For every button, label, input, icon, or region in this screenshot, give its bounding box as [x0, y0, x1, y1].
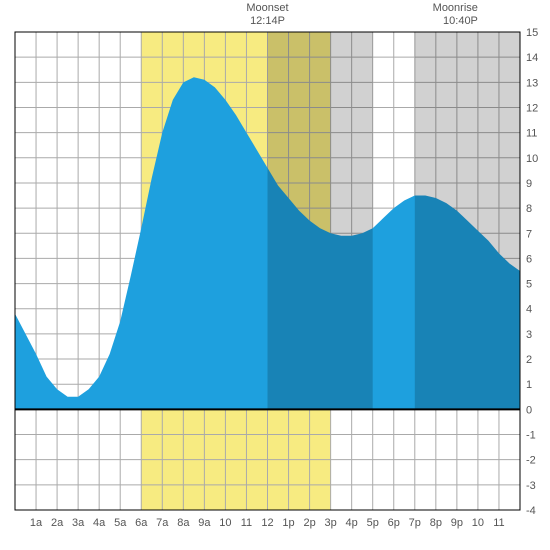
svg-text:3p: 3p [325, 517, 337, 529]
svg-text:1p: 1p [282, 517, 294, 529]
svg-text:1: 1 [526, 379, 532, 391]
svg-text:5: 5 [526, 279, 532, 291]
svg-text:-1: -1 [526, 430, 536, 442]
svg-text:10: 10 [472, 517, 484, 529]
svg-text:2p: 2p [303, 517, 315, 529]
svg-text:-2: -2 [526, 455, 536, 467]
svg-text:7p: 7p [409, 517, 421, 529]
svg-text:8: 8 [526, 203, 532, 215]
svg-text:12: 12 [261, 517, 273, 529]
svg-text:11: 11 [493, 517, 504, 529]
svg-text:4a: 4a [93, 517, 106, 529]
svg-text:12: 12 [526, 102, 538, 114]
svg-text:6a: 6a [135, 517, 148, 529]
svg-text:1a: 1a [30, 517, 43, 529]
svg-text:9: 9 [526, 178, 532, 190]
svg-text:5a: 5a [114, 517, 127, 529]
chart-svg: -4-3-2-101234567891011121314151a2a3a4a5a… [0, 0, 550, 550]
svg-text:11: 11 [526, 128, 537, 140]
svg-text:3: 3 [526, 329, 532, 341]
tide-chart: Moonset 12:14P Moonrise 10:40P -4 -3 -2 -1 0… [0, 0, 550, 550]
svg-text:3a: 3a [72, 517, 85, 529]
svg-text:0: 0 [526, 404, 532, 416]
svg-text:10: 10 [526, 153, 538, 165]
moonrise-label: Moonrise 10:40P [418, 2, 478, 28]
svg-text:4p: 4p [346, 517, 358, 529]
svg-text:7: 7 [526, 228, 532, 240]
moonset-time: 12:14P [228, 15, 308, 28]
svg-text:-3: -3 [526, 480, 536, 492]
svg-text:13: 13 [526, 77, 538, 89]
svg-text:9p: 9p [451, 517, 463, 529]
svg-text:9a: 9a [198, 517, 211, 529]
svg-text:2a: 2a [51, 517, 64, 529]
svg-text:4: 4 [526, 304, 532, 316]
moonset-label: Moonset 12:14P [228, 2, 308, 28]
moonrise-title: Moonrise [418, 2, 478, 15]
svg-text:6: 6 [526, 253, 532, 265]
moonset-title: Moonset [228, 2, 308, 15]
svg-text:2: 2 [526, 354, 532, 366]
svg-text:8a: 8a [177, 517, 190, 529]
svg-text:5p: 5p [367, 517, 379, 529]
svg-text:15: 15 [526, 27, 538, 39]
moonrise-time: 10:40P [418, 15, 478, 28]
svg-text:11: 11 [241, 517, 252, 529]
svg-text:14: 14 [526, 52, 538, 64]
svg-text:6p: 6p [388, 517, 400, 529]
svg-text:10: 10 [219, 517, 231, 529]
svg-text:-4: -4 [526, 505, 536, 517]
svg-text:7a: 7a [156, 517, 169, 529]
svg-text:8p: 8p [430, 517, 442, 529]
